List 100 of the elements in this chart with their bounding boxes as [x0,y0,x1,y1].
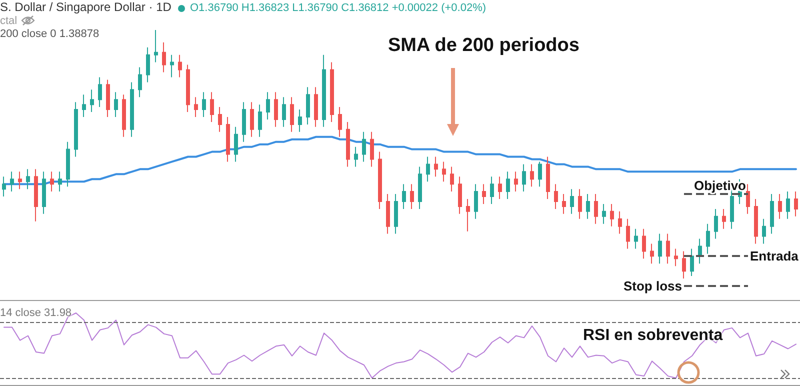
candlestick [290,96,294,132]
candlestick [794,191,798,217]
candlestick [98,76,102,108]
candlestick [514,171,518,192]
candlestick [282,96,286,128]
candlestick [354,146,358,168]
candlestick [626,218,630,250]
candlestick [594,194,598,224]
candlestick [370,131,374,168]
candlestick [90,89,94,113]
candlestick [418,166,422,210]
candlestick [378,151,382,210]
text: S. Dollar / Singapore Dollar · 1D [0,0,172,14]
candlestick [450,166,454,192]
candlestick [298,109,302,132]
candlestick [226,116,230,162]
candlestick [322,54,326,128]
candlestick [602,203,606,224]
candlestick [242,102,246,142]
candlestick [770,194,774,234]
candlestick [346,121,350,168]
candlestick [58,171,62,192]
candlestick [162,42,166,73]
candlestick [434,156,438,178]
candlestick [722,208,726,230]
candlestick [674,248,678,267]
candlestick [754,198,758,244]
candlestick [402,184,406,210]
ref-line-label: Stop loss [623,278,682,294]
candlestick [170,54,174,78]
annotation: 200 close 0 1.38878 [0,28,100,40]
candlestick [490,176,494,204]
candlestick [138,66,142,98]
candlestick [330,62,334,122]
candlestick [706,223,710,254]
annotation: 14 close 31.98 [0,307,72,320]
candlestick [658,233,662,264]
candlestick [154,30,158,63]
candlestick [634,228,638,250]
candlestick [546,156,550,200]
candlestick [266,92,270,120]
candlestick [538,161,542,188]
candlestick [74,102,78,158]
candlestick [18,171,22,190]
candlestick [682,250,686,280]
candlestick [650,243,654,264]
candlestick [338,106,342,138]
candlestick [210,92,214,122]
candlestick [578,188,582,220]
text: O1.36790 H1.36823 L1.36790 C1.36812 +0.00022 (+0.02%) [190,2,486,14]
candlestick [26,168,30,190]
candlestick [130,82,134,138]
candlestick [50,171,54,192]
candlestick [114,92,118,118]
candlestick [506,171,510,200]
candlestick [194,96,198,118]
candlestick [314,86,318,128]
candlestick [786,191,790,220]
candlestick [410,184,414,210]
candlestick [122,94,126,138]
candlestick [274,92,278,128]
candlestick [482,184,486,204]
candlestick [474,184,478,220]
candlestick [42,171,46,214]
candlestick [34,168,38,222]
candlestick [218,106,222,132]
candlestick [426,156,430,182]
candlestick [442,161,446,182]
candlestick [178,54,182,78]
candlestick [714,208,718,240]
candlestick [570,188,574,214]
candlestick [106,79,110,118]
candlestick [522,164,526,192]
candlestick [530,164,534,188]
candlestick [306,86,310,125]
candlestick [234,126,238,162]
candlestick [66,141,70,188]
candlestick [458,176,462,214]
candlestick [666,233,670,264]
candlestick [258,104,262,138]
candlestick [698,238,702,264]
candlestick [618,210,622,234]
candlestick [186,64,190,113]
candlestick [82,94,86,118]
candlestick [386,194,390,234]
candlestick [690,248,694,277]
candlestick [2,176,6,198]
candlestick [762,218,766,244]
candlestick [250,102,254,138]
text: ctal [0,15,18,28]
candlestick [562,194,566,214]
candlestick [586,194,590,220]
candlestick [202,92,206,118]
candlestick [610,203,614,227]
candlestick [778,194,782,220]
candlestick [466,198,470,232]
candlestick [498,176,502,200]
candlestick [10,171,14,192]
annotation: SMA de 200 periodos [388,35,580,57]
ref-line-label: Entrada [750,248,800,264]
